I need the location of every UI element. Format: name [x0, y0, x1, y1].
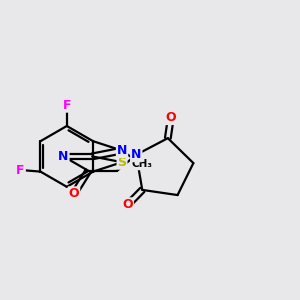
Text: O: O [69, 187, 79, 200]
Text: N: N [58, 150, 69, 163]
Text: O: O [166, 111, 176, 124]
Text: O: O [122, 198, 133, 211]
Text: CH₃: CH₃ [131, 159, 152, 170]
Text: N: N [117, 144, 127, 157]
Text: F: F [62, 99, 71, 112]
Text: F: F [16, 164, 25, 176]
Text: N: N [131, 148, 141, 161]
Text: S: S [118, 156, 127, 169]
